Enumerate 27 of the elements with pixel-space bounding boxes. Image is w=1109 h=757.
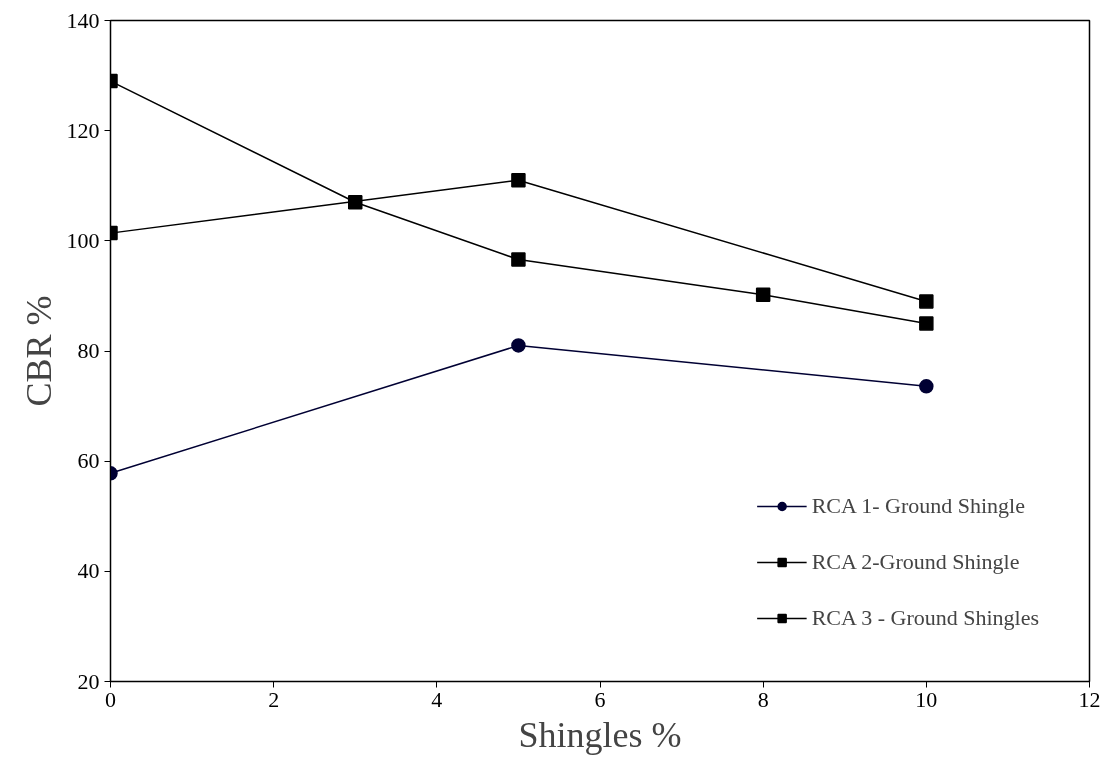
y-tick-label: 60 xyxy=(77,448,100,474)
y-tick-label: 140 xyxy=(66,7,100,33)
x-tick-label: 0 xyxy=(105,686,116,712)
x-tick-label: 8 xyxy=(757,686,769,712)
point xyxy=(511,252,526,267)
y-axis-title: CBR % xyxy=(18,295,59,407)
point xyxy=(919,294,934,309)
y-tick-label: 20 xyxy=(77,668,100,694)
legend-label: RCA 3 - Ground Shingles xyxy=(811,605,1039,631)
x-tick-label: 2 xyxy=(268,686,280,712)
point xyxy=(919,379,934,394)
point xyxy=(919,316,934,331)
x-tick-label: 6 xyxy=(594,686,606,712)
legend-label: RCA 2-Ground Shingle xyxy=(811,549,1020,575)
y-tick-label: 40 xyxy=(77,558,100,584)
y-tick-label: 100 xyxy=(66,227,100,253)
legend-label: RCA 1- Ground Shingle xyxy=(811,493,1025,519)
x-tick-label: 4 xyxy=(431,686,443,712)
x-tick-label: 10 xyxy=(915,686,938,712)
point xyxy=(755,287,771,303)
x-tick-label: 12 xyxy=(1078,686,1101,712)
y-tick-label: 120 xyxy=(66,117,100,143)
point xyxy=(511,172,526,188)
point xyxy=(348,195,363,210)
point xyxy=(511,338,526,353)
y-tick-label: 80 xyxy=(77,338,100,363)
x-axis-title: Shingles % xyxy=(518,714,682,755)
